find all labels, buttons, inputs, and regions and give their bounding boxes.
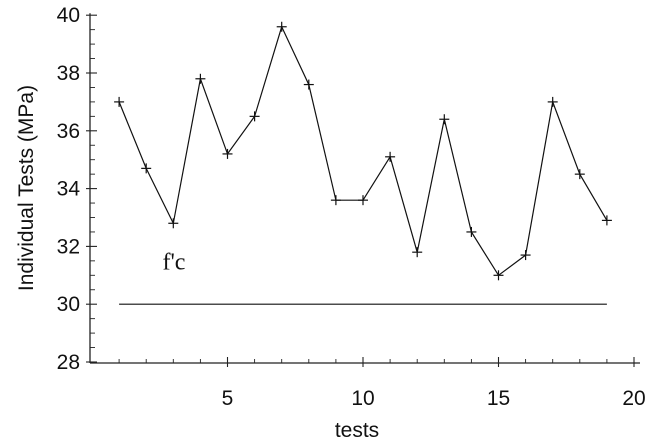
y-tick-label: 30	[57, 293, 80, 316]
x-tick-label: 20	[622, 387, 645, 410]
data-point	[466, 226, 477, 237]
data-point	[222, 148, 233, 159]
y-tick-label: 36	[57, 120, 80, 143]
data-point	[330, 195, 341, 206]
data-point	[574, 169, 585, 180]
y-tick-label: 28	[57, 351, 80, 374]
series-line	[118, 25, 608, 277]
x-tick-label: 10	[351, 387, 374, 410]
x-axis-label: tests	[335, 419, 379, 442]
data-point	[385, 151, 396, 162]
y-axis-label: Individual Tests (MPa)	[15, 85, 38, 291]
x-tick-label: 5	[222, 387, 234, 410]
data-point	[493, 270, 504, 281]
plot-area: f'c	[114, 21, 612, 305]
data-point	[412, 247, 423, 258]
data-point	[601, 215, 612, 226]
data-point	[168, 218, 179, 229]
y-tick-label: 40	[57, 4, 80, 27]
y-tick-label: 32	[57, 235, 80, 258]
data-point	[358, 195, 368, 206]
data-point	[276, 21, 287, 32]
data-point	[303, 79, 314, 90]
data-point	[547, 96, 558, 107]
data-point	[114, 96, 125, 107]
data-point	[520, 250, 531, 261]
data-point	[195, 73, 206, 84]
y-tick-label: 38	[57, 62, 80, 85]
data-point	[439, 114, 450, 125]
axes: 28 30 32 34 36 38 40 5 10 15 20	[57, 4, 646, 410]
annotation-label: f'c	[162, 250, 185, 276]
y-tick-label: 34	[57, 178, 81, 201]
data-point	[141, 163, 152, 174]
x-tick-label: 15	[487, 387, 510, 410]
data-point	[249, 111, 260, 122]
